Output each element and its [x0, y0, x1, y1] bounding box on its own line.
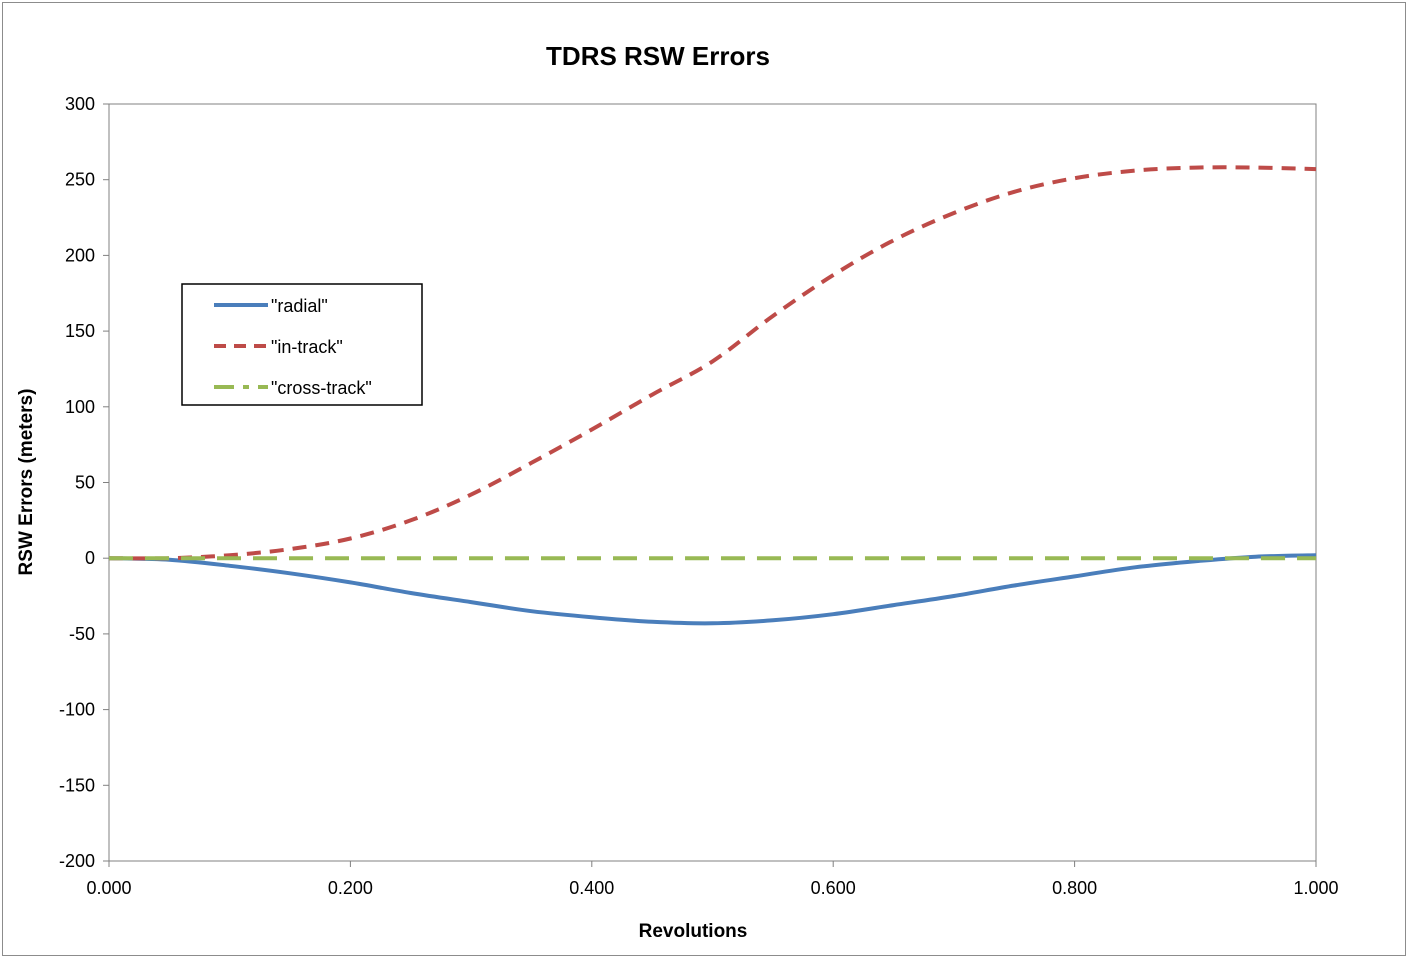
x-tick-label: 0.000 — [86, 878, 131, 898]
y-tick-label: 200 — [65, 245, 95, 265]
y-axis-title: RSW Errors (meters) — [16, 389, 37, 576]
series-line-0 — [108, 553, 1317, 626]
y-tick-label: 100 — [65, 397, 95, 417]
y-tick-label: 250 — [65, 170, 95, 190]
y-tick-label: 300 — [65, 94, 95, 114]
y-tick-label: -100 — [59, 700, 95, 720]
x-tick-label: 0.600 — [811, 878, 856, 898]
x-axis-title: Revolutions — [639, 921, 748, 942]
legend-label-2: "cross-track" — [271, 378, 372, 398]
y-tick-label: 0 — [85, 548, 95, 568]
y-tick-label: -150 — [59, 775, 95, 795]
x-tick-label: 0.200 — [328, 878, 373, 898]
chart-svg: TDRS RSW Errors 300 250 200 150 100 50 0 -50 -10… — [16, 41, 1339, 942]
legend-label-0: "radial" — [271, 296, 328, 316]
chart-title: TDRS RSW Errors — [546, 41, 770, 71]
x-tick-label: 0.800 — [1052, 878, 1097, 898]
x-tick-label: 0.400 — [569, 878, 614, 898]
plot-border — [108, 103, 1317, 862]
legend: "radial" "in-track" "cross-track" — [181, 283, 423, 406]
plot-area — [108, 103, 1317, 862]
x-tick-label: 1.000 — [1293, 878, 1338, 898]
legend-label-1: "in-track" — [271, 337, 343, 357]
y-tick-label: -200 — [59, 851, 95, 871]
axes: 300 250 200 150 100 50 0 -50 -100 -150 -200 0.000 0.… — [59, 94, 1339, 898]
y-tick-label: 150 — [65, 321, 95, 341]
y-tick-label: -50 — [69, 624, 95, 644]
series-layer — [108, 165, 1317, 626]
y-tick-label: 50 — [75, 473, 95, 493]
series-line-1 — [108, 165, 1317, 561]
